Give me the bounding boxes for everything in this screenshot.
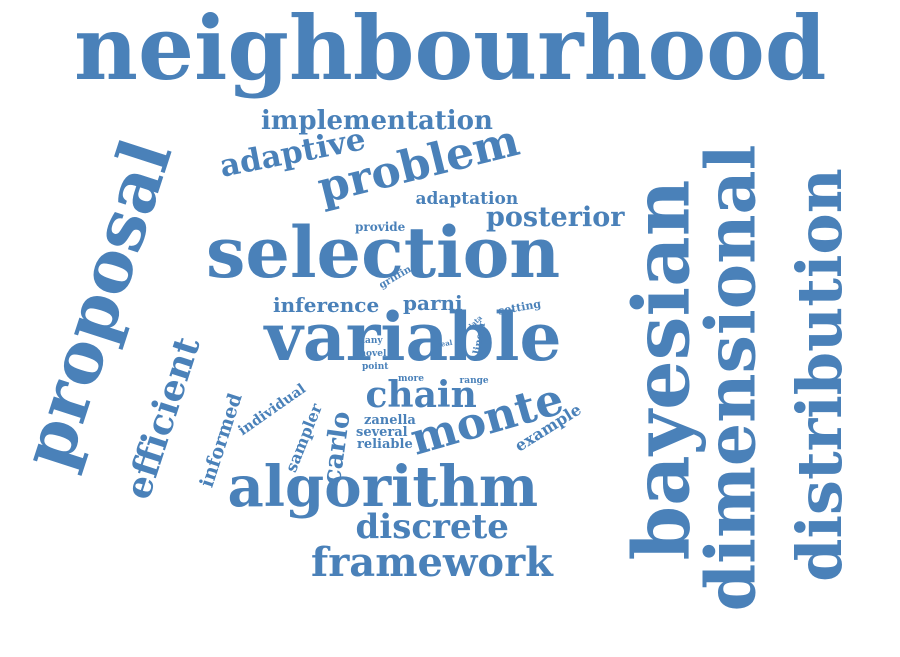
word-framework: framework [311, 539, 553, 586]
word-bayesian: bayesian [615, 179, 707, 561]
word-selection: selection [206, 211, 561, 294]
word-variable: variable [264, 298, 562, 376]
word-algorithm: algorithm [227, 454, 539, 520]
word-reliable: reliable [357, 436, 413, 452]
word-posterior: posterior [486, 201, 625, 233]
word-neighbourhood: neighbourhood [74, 0, 827, 100]
word-distribution: distribution [782, 168, 856, 582]
word-real: real [435, 337, 453, 349]
word-dimensional: dimensional [690, 144, 771, 612]
word-range: range [459, 375, 489, 386]
word-provide: provide [355, 220, 406, 234]
word-parni: parni [403, 291, 463, 315]
word-novel: novel [359, 348, 387, 359]
word-inference: inference [273, 293, 380, 317]
word-adaptation: adaptation [415, 188, 519, 209]
word-discrete: discrete [355, 507, 509, 547]
word-zanella: zanella [364, 412, 416, 428]
word-many: many [355, 335, 383, 346]
word-point: point [362, 361, 389, 372]
word-implementation: implementation [261, 106, 493, 136]
word-efficient: efficient [116, 331, 209, 505]
word-chain: chain [365, 374, 477, 416]
word-several: several [356, 424, 408, 440]
word-more: more [398, 373, 424, 384]
